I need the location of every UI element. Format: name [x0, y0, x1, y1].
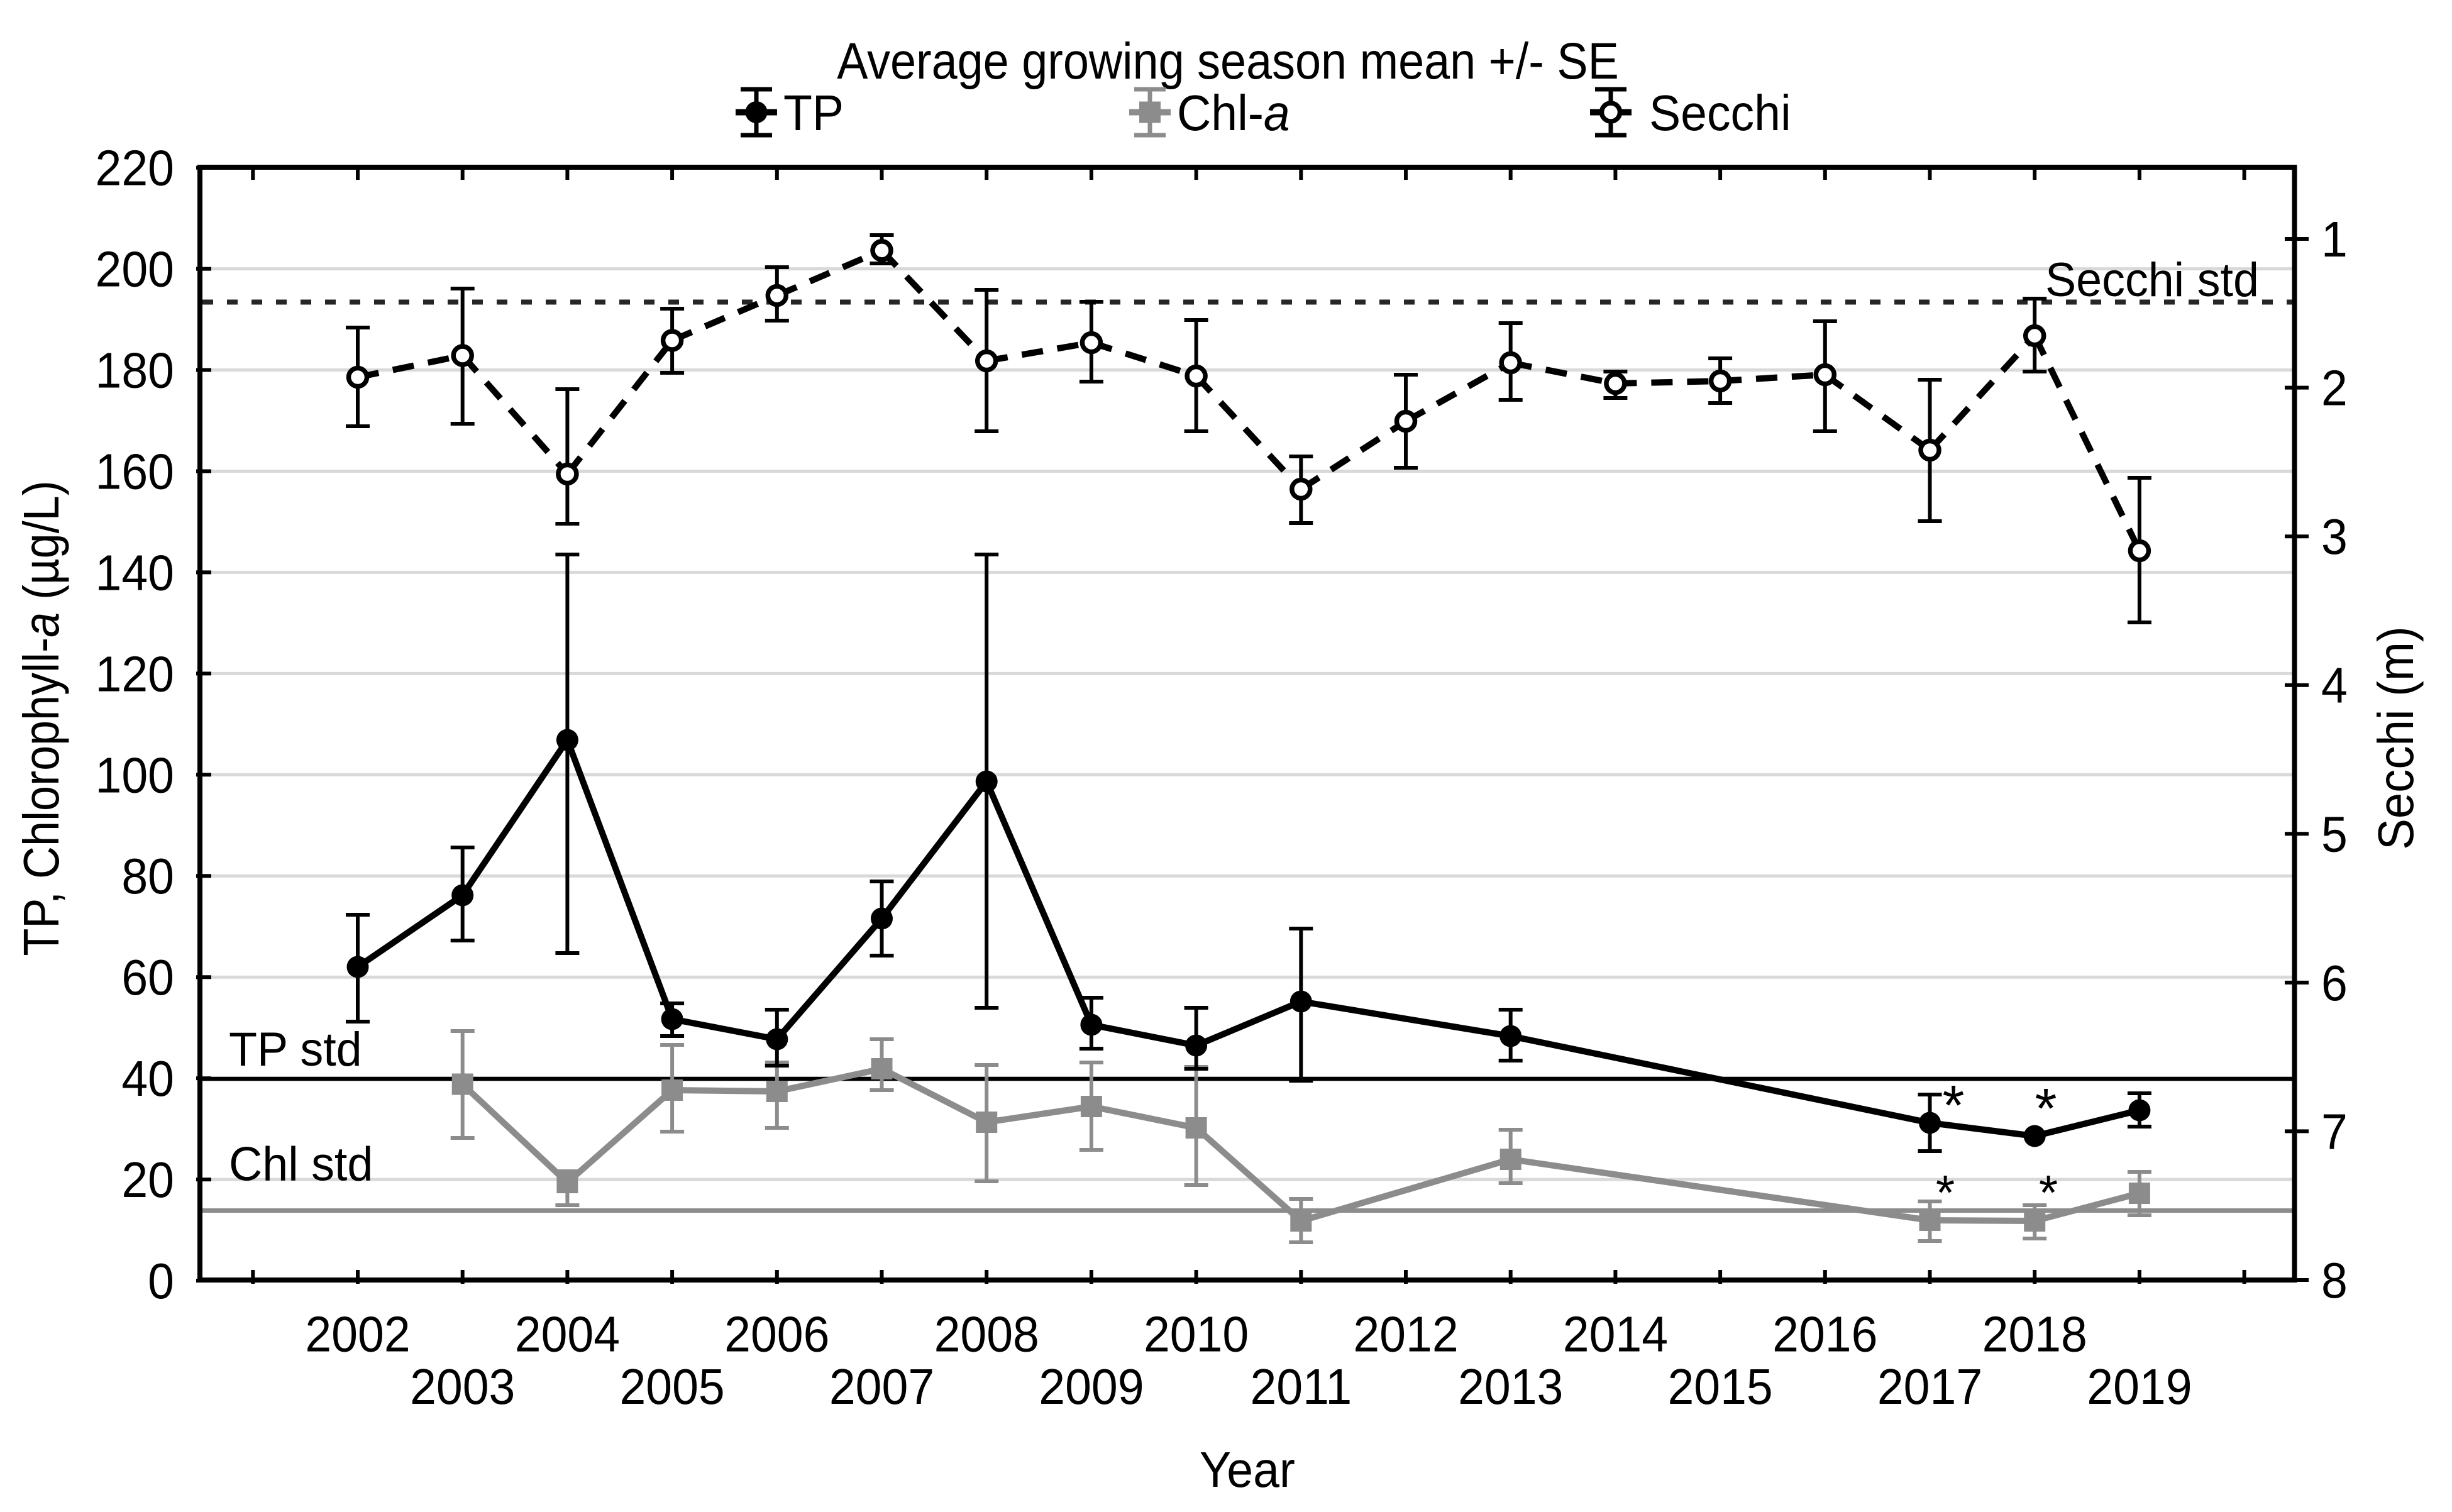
svg-text:200: 200 [96, 242, 174, 298]
svg-text:TP: TP [783, 86, 844, 141]
svg-text:6: 6 [2321, 956, 2348, 1012]
svg-text:2005: 2005 [619, 1359, 724, 1415]
svg-text:2019: 2019 [2087, 1359, 2192, 1415]
svg-text:100: 100 [96, 748, 174, 803]
svg-text:2004: 2004 [515, 1306, 620, 1362]
svg-text:4: 4 [2321, 658, 2348, 714]
svg-text:Secchi std: Secchi std [2045, 253, 2259, 306]
svg-text:160: 160 [96, 444, 174, 500]
svg-text:2016: 2016 [1772, 1306, 1877, 1362]
svg-text:2018: 2018 [1982, 1306, 2087, 1362]
svg-text:0: 0 [148, 1254, 174, 1310]
svg-text:40: 40 [121, 1051, 174, 1107]
svg-text:2002: 2002 [305, 1306, 410, 1362]
svg-text:80: 80 [121, 849, 174, 905]
svg-text:Secchi (m): Secchi (m) [2368, 626, 2424, 850]
svg-text:2013: 2013 [1458, 1359, 1563, 1415]
svg-text:Chl-a: Chl-a [1177, 86, 1290, 141]
svg-text:*: * [2039, 1165, 2058, 1220]
svg-text:Chl std: Chl std [229, 1137, 373, 1190]
svg-text:Average growing season mean +/: Average growing season mean +/- SE [837, 31, 1619, 90]
svg-text:180: 180 [96, 343, 174, 399]
svg-text:Secchi: Secchi [1649, 86, 1791, 141]
svg-text:*: * [1936, 1165, 1955, 1220]
svg-text:5: 5 [2321, 807, 2348, 863]
svg-text:1: 1 [2321, 212, 2348, 268]
svg-text:*: * [1942, 1074, 1964, 1137]
svg-text:2008: 2008 [934, 1306, 1039, 1362]
svg-text:2009: 2009 [1039, 1359, 1144, 1415]
svg-text:2010: 2010 [1144, 1306, 1249, 1362]
svg-text:2014: 2014 [1563, 1306, 1668, 1362]
svg-text:120: 120 [96, 646, 174, 702]
svg-text:2003: 2003 [410, 1359, 515, 1415]
svg-text:20: 20 [121, 1152, 174, 1208]
svg-text:2012: 2012 [1353, 1306, 1458, 1362]
svg-text:2017: 2017 [1877, 1359, 1982, 1415]
svg-text:2: 2 [2321, 360, 2348, 416]
svg-text:220: 220 [96, 141, 174, 197]
svg-text:3: 3 [2321, 509, 2348, 565]
svg-text:2006: 2006 [724, 1306, 829, 1362]
svg-text:Year: Year [1200, 1442, 1295, 1498]
svg-text:8: 8 [2321, 1253, 2348, 1309]
svg-text:*: * [2035, 1078, 2057, 1140]
svg-text:TP, Chlorophyll-a (µg/L): TP, Chlorophyll-a (µg/L) [14, 480, 70, 956]
svg-text:140: 140 [96, 545, 174, 601]
svg-text:2011: 2011 [1250, 1359, 1352, 1415]
svg-text:7: 7 [2321, 1104, 2348, 1160]
svg-text:2007: 2007 [829, 1359, 934, 1415]
svg-text:2015: 2015 [1667, 1359, 1772, 1415]
svg-text:60: 60 [121, 950, 174, 1006]
svg-text:TP std: TP std [229, 1022, 362, 1076]
